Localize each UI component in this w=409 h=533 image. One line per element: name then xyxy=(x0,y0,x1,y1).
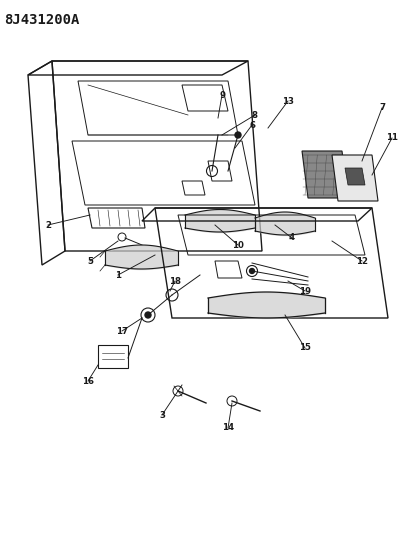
Text: 4: 4 xyxy=(289,233,295,243)
Text: 2: 2 xyxy=(45,221,51,230)
Text: 14: 14 xyxy=(222,424,234,432)
Text: 12: 12 xyxy=(356,256,368,265)
Text: 5: 5 xyxy=(87,256,93,265)
Circle shape xyxy=(145,312,151,318)
Text: 10: 10 xyxy=(232,240,244,249)
Polygon shape xyxy=(302,151,348,198)
Text: 3: 3 xyxy=(159,410,165,419)
Circle shape xyxy=(249,269,254,273)
Text: 7: 7 xyxy=(379,103,385,112)
Text: 8: 8 xyxy=(252,110,258,119)
Circle shape xyxy=(235,132,241,138)
Text: 1: 1 xyxy=(115,271,121,279)
Text: 11: 11 xyxy=(386,133,398,142)
Text: 17: 17 xyxy=(116,327,128,335)
Text: 13: 13 xyxy=(282,96,294,106)
Text: 8J431200A: 8J431200A xyxy=(4,13,79,27)
Text: 9: 9 xyxy=(219,91,225,100)
Polygon shape xyxy=(332,155,378,201)
Text: 15: 15 xyxy=(299,343,311,352)
Text: 16: 16 xyxy=(82,376,94,385)
Polygon shape xyxy=(345,168,365,185)
Text: 6: 6 xyxy=(249,120,255,130)
Text: 18: 18 xyxy=(169,277,181,286)
Text: 19: 19 xyxy=(299,287,311,295)
